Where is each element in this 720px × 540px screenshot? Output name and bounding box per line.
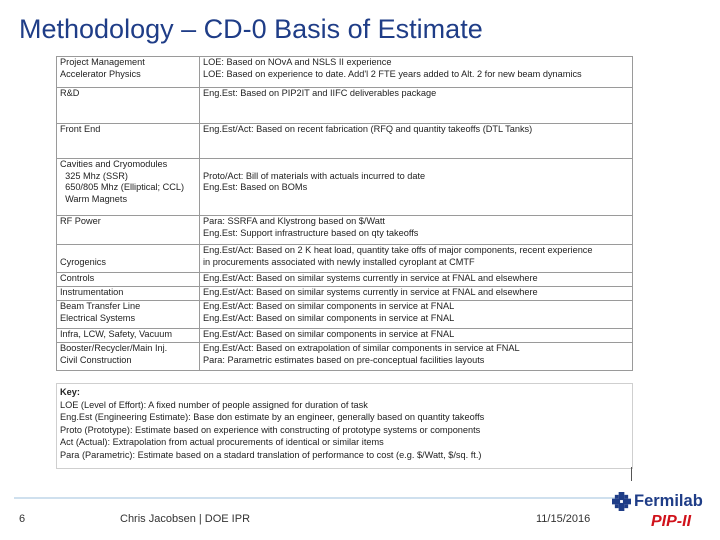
key-line-proto: Proto (Prototype): Estimate based on exp… (60, 424, 481, 435)
basis-text: Eng.Est/Act: Based on 2 K heat load, qua… (203, 245, 593, 256)
category-cell: R&D (56, 87, 200, 124)
table-row: Instrumentation Eng.Est/Act: Based on sim… (56, 286, 633, 301)
basis-text (203, 160, 629, 171)
basis-text: Para: SSRFA and Klystrong based on $/Wat… (203, 216, 385, 227)
basis-cell: Para: SSRFA and Klystrong based on $/Wat… (199, 215, 633, 245)
basis-text: Eng.Est/Act: Based on recent fabrication… (203, 123, 533, 134)
basis-cell: Proto/Act: Bill of materials with actual… (199, 158, 633, 216)
key-line-loe: LOE (Level of Effort): A fixed number of… (60, 399, 368, 410)
category-text: Infra, LCW, Safety, Vacuum (60, 329, 172, 340)
category-text: Warm Magnets (60, 193, 128, 204)
category-text: 650/805 Mhz (Elliptical; CCL) (60, 182, 185, 192)
category-text (60, 147, 196, 158)
basis-cell: Eng.Est/Act: Based on similar components… (199, 328, 633, 343)
category-text: Controls (60, 273, 95, 284)
category-text: 325 Mhz (SSR) (60, 170, 128, 181)
basis-cell: LOE: Based on NOvA and NSLS II experienc… (199, 56, 633, 88)
category-text (60, 135, 196, 147)
category-text (60, 228, 196, 240)
key-line-act: Act (Actual): Extrapolation from actual … (60, 437, 384, 447)
fermilab-logo-icon (612, 491, 631, 511)
basis-text: Eng.Est/Act: Based on similar components… (203, 312, 455, 323)
page-number: 6 (19, 513, 26, 525)
category-text: Accelerator Physics (60, 68, 141, 79)
category-cell: Controls (56, 272, 200, 287)
category-cell: Project Management Accelerator Physics (56, 56, 200, 88)
basis-text: Proto/Act: Bill of materials with actual… (203, 170, 426, 181)
category-cell: Booster/Recycler/Main Inj. Civil Construc… (56, 342, 200, 371)
basis-text: Eng.Est/Act: Based on similar components… (203, 301, 455, 312)
category-text (60, 100, 196, 112)
presenter-event: Chris Jacobsen | DOE IPR (120, 513, 251, 525)
table-row: Project Management Accelerator Physics LOE… (56, 56, 633, 88)
basis-cell: Eng.Est/Act: Based on extrapolation of s… (199, 342, 633, 371)
category-cell: Cyrogenics (56, 244, 200, 273)
slide-title: Methodology – CD-0 Basis of Estimate (19, 14, 483, 44)
basis-text: LOE: Based on NOvA and NSLS II experienc… (203, 57, 392, 68)
category-text (60, 246, 196, 257)
category-text: Beam Transfer Line (60, 301, 141, 312)
resize-tick (631, 467, 632, 481)
category-text: RF Power (60, 216, 101, 227)
category-text: Cavities and Cryomodules (60, 159, 168, 170)
basis-text: Eng.Est: Based on PIP2IT and IIFC delive… (203, 88, 437, 98)
basis-text (203, 194, 629, 206)
table-row: Controls Eng.Est/Act: Based on similar sy… (56, 272, 633, 287)
basis-cell: Eng.Est/Act: Based on recent fabrication… (199, 122, 633, 159)
basis-text: Eng.Est/Act: Based on similar systems cu… (203, 287, 538, 298)
basis-text: Eng.Est: Support infrastructure based on… (203, 227, 419, 238)
category-text: Booster/Recycler/Main Inj. (60, 343, 168, 354)
basis-text: in procurements associated with newly in… (203, 256, 475, 267)
category-text: Front End (60, 123, 101, 134)
key-heading: Key: (60, 387, 80, 397)
category-text: Instrumentation (60, 287, 124, 298)
category-cell: Instrumentation (56, 286, 200, 301)
basis-cell: Eng.Est/Act: Based on similar systems cu… (199, 286, 633, 301)
basis-cell: Eng.Est: Based on PIP2IT and IIFC delive… (199, 87, 633, 124)
table-row: Infra, LCW, Safety, Vacuum Eng.Est/Act: B… (56, 328, 633, 343)
table-row: RF Power Para: SSRFA and Klystrong based … (56, 215, 633, 245)
pip-ii-logo: PIP-II (651, 513, 692, 530)
basis-cell: Eng.Est/Act: Based on similar components… (199, 300, 633, 329)
category-text: R&D (60, 88, 80, 98)
category-text: Cyrogenics (60, 256, 106, 267)
category-cell: RF Power (56, 215, 200, 245)
category-cell: Infra, LCW, Safety, Vacuum (56, 328, 200, 343)
basis-text (203, 147, 629, 158)
basis-text (203, 135, 629, 147)
table-row: Cyrogenics Eng.Est/Act: Based on 2 K heat… (56, 244, 633, 273)
basis-text (203, 100, 629, 112)
basis-of-estimate-table: Project Management Accelerator Physics LOE… (56, 56, 633, 371)
category-cell: Cavities and Cryomodules 325 Mhz (SSR) 6… (56, 158, 200, 216)
basis-text: Eng.Est/Act: Based on similar systems cu… (203, 273, 538, 284)
basis-text: Para: Parametric estimates based on pre-… (203, 354, 485, 365)
fermilab-logo: Fermilab (612, 490, 718, 512)
table-row: Front End Eng.Est/Act: Based on recent fa… (56, 122, 633, 159)
category-text (60, 111, 196, 122)
basis-cell: Eng.Est/Act: Based on 2 K heat load, qua… (199, 244, 633, 273)
table-row: Beam Transfer Line Electrical Systems Eng.… (56, 300, 633, 329)
category-text: Electrical Systems (60, 312, 136, 323)
footer-divider (14, 497, 616, 499)
key-line-para: Para (Parametric): Estimate based on a s… (60, 449, 482, 460)
table-row: Booster/Recycler/Main Inj. Civil Construc… (56, 342, 633, 371)
category-cell: Beam Transfer Line Electrical Systems (56, 300, 200, 329)
category-text: Civil Construction (60, 354, 132, 365)
basis-text: Eng.Est/Act: Based on similar components… (203, 329, 455, 340)
table-row: Cavities and Cryomodules 325 Mhz (SSR) 6… (56, 158, 633, 216)
category-cell: Front End (56, 122, 200, 159)
basis-text (203, 111, 629, 122)
basis-text: LOE: Based on experience to date. Add'l … (203, 68, 582, 79)
category-text: Project Management (60, 57, 145, 68)
table-row: R&D Eng.Est: Based on PIP2IT and IIFC del… (56, 87, 633, 124)
basis-text: Eng.Est/Act: Based on extrapolation of s… (203, 343, 520, 354)
key-legend: Key: LOE (Level of Effort): A fixed numb… (56, 383, 633, 469)
basis-cell: Eng.Est/Act: Based on similar systems cu… (199, 272, 633, 287)
key-line-eng-est: Eng.Est (Engineering Estimate): Base don… (60, 412, 485, 422)
fermilab-logo-text: Fermilab (634, 491, 703, 510)
slide-date: 11/15/2016 (536, 513, 591, 525)
basis-text: Eng.Est: Based on BOMs (203, 182, 308, 192)
